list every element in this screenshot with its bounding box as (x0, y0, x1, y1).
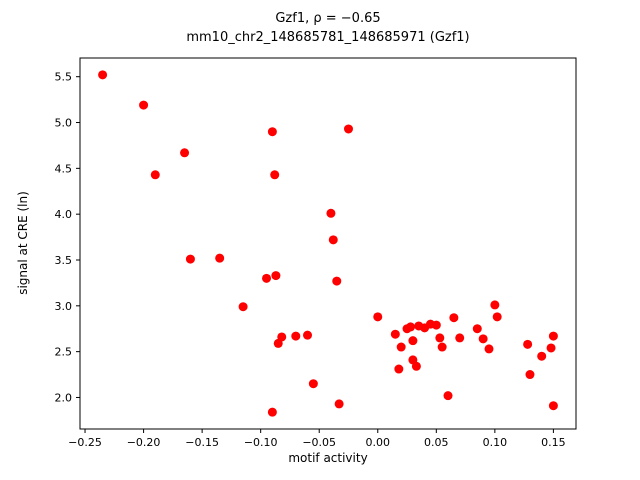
x-tick-label: −0.05 (302, 436, 336, 449)
y-tick-label: 2.5 (55, 346, 73, 359)
x-tick-label: −0.25 (68, 436, 102, 449)
data-point (238, 302, 248, 312)
data-point (267, 127, 277, 137)
data-point (548, 331, 558, 341)
data-point (390, 329, 400, 339)
data-point (332, 276, 342, 286)
y-tick-label: 4.0 (55, 208, 73, 221)
data-point (455, 333, 465, 343)
y-tick-label: 5.5 (55, 71, 73, 84)
data-point (262, 273, 272, 283)
data-point (373, 312, 383, 322)
data-point (396, 342, 406, 352)
data-point (180, 148, 190, 158)
data-point (492, 312, 502, 322)
data-point (437, 342, 447, 352)
data-point (270, 170, 280, 180)
data-point (523, 339, 533, 349)
data-point (490, 300, 500, 310)
axes-spines (79, 57, 577, 430)
data-point (537, 351, 547, 361)
data-point (98, 70, 108, 80)
data-point (308, 379, 318, 389)
data-point (406, 322, 416, 332)
x-tick-label: 0.10 (483, 436, 508, 449)
data-point (525, 370, 535, 380)
chart-title-line2: mm10_chr2_148685781_148685971 (Gzf1) (186, 30, 469, 45)
data-point (277, 332, 287, 342)
data-point (343, 124, 353, 134)
x-axis-label: motif activity (288, 451, 367, 465)
x-tick-label: −0.15 (185, 436, 219, 449)
data-point (185, 254, 195, 264)
data-point (408, 336, 418, 346)
y-tick-label: 2.0 (55, 391, 73, 404)
data-point (303, 330, 313, 340)
data-point (449, 313, 459, 323)
data-point (326, 208, 336, 218)
y-tick-label: 3.0 (55, 300, 73, 313)
y-axis-ticks: 2.0 2.5 3.0 3.5 4.0 4.5 5.0 5.5 (55, 71, 80, 404)
x-axis-ticks: −0.25 −0.20 −0.15 −0.10 −0.05 0.00 0.05 0.10 0.1… (68, 429, 566, 449)
data-point (411, 361, 421, 371)
data-point (139, 100, 149, 110)
y-tick-label: 4.5 (55, 162, 73, 175)
data-point (394, 364, 404, 374)
data-point (291, 331, 301, 341)
y-axis-label: signal at CRE (ln) (16, 191, 30, 295)
x-tick-label: 0.00 (366, 436, 391, 449)
data-point (472, 324, 482, 334)
y-tick-label: 5.0 (55, 117, 73, 130)
chart-title-line1: Gzf1, ρ = −0.65 (275, 11, 380, 26)
data-point (267, 407, 277, 417)
data-point (431, 320, 441, 330)
data-point (546, 343, 556, 353)
data-point (548, 401, 558, 411)
data-point (150, 170, 160, 180)
x-tick-label: −0.20 (127, 436, 161, 449)
data-point (334, 399, 344, 409)
y-tick-label: 3.5 (55, 254, 73, 267)
data-point (215, 253, 225, 263)
x-tick-label: −0.10 (244, 436, 278, 449)
x-tick-label: 0.15 (541, 436, 566, 449)
data-point (484, 344, 494, 354)
data-point (435, 333, 445, 343)
data-point (443, 391, 453, 401)
x-tick-label: 0.05 (424, 436, 449, 449)
data-point (478, 334, 488, 344)
data-point (328, 235, 338, 245)
data-point (271, 271, 281, 281)
scatter-points (98, 70, 558, 417)
